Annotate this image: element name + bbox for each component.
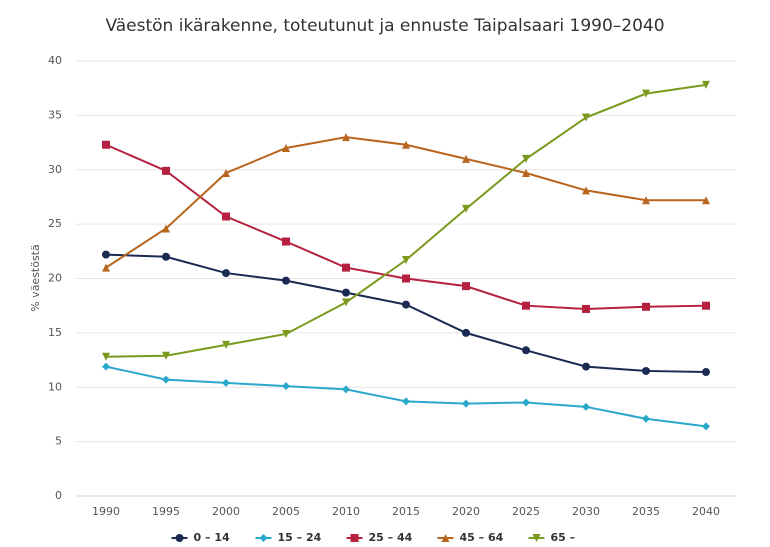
- marker: [282, 329, 290, 338]
- marker: [162, 224, 170, 233]
- marker: [342, 298, 350, 307]
- marker: [402, 256, 410, 265]
- marker: [702, 80, 710, 89]
- x-tick-label: 1995: [152, 505, 180, 518]
- marker: [702, 196, 710, 205]
- x-tick-label: 2010: [332, 505, 360, 518]
- legend-marker: [350, 534, 359, 542]
- marker: [402, 274, 410, 283]
- series-line: [105, 136, 706, 269]
- y-tick-label: 30: [48, 163, 62, 176]
- marker: [102, 352, 110, 361]
- marker: [462, 282, 470, 291]
- x-tick-label: 2000: [212, 505, 240, 518]
- y-tick-label: 10: [48, 380, 62, 393]
- marker: [462, 328, 470, 337]
- y-tick-label: 15: [48, 326, 62, 339]
- marker: [222, 378, 230, 387]
- x-tick-label: 2035: [632, 505, 660, 518]
- marker: [582, 402, 590, 411]
- legend-label: 65 –: [551, 531, 576, 544]
- y-axis-label: % väestöstä: [29, 244, 42, 312]
- marker: [642, 302, 650, 311]
- marker: [162, 252, 170, 261]
- marker: [342, 133, 350, 142]
- x-tick-label: 1990: [92, 505, 120, 518]
- marker: [402, 140, 410, 149]
- marker: [582, 304, 590, 313]
- marker: [162, 351, 170, 360]
- x-tick-label: 2030: [572, 505, 600, 518]
- x-tick-label: 2040: [692, 505, 720, 518]
- marker: [522, 346, 530, 355]
- marker: [162, 375, 170, 384]
- marker: [402, 397, 410, 406]
- marker: [462, 399, 470, 408]
- series-line: [105, 83, 707, 358]
- marker: [522, 398, 530, 407]
- marker: [462, 154, 470, 163]
- marker: [522, 154, 530, 163]
- legend-item: 15 – 24: [255, 531, 322, 544]
- y-tick-label: 20: [48, 272, 62, 285]
- marker: [222, 169, 230, 178]
- x-tick-label: 2005: [272, 505, 300, 518]
- marker: [642, 89, 650, 98]
- marker: [102, 140, 110, 149]
- legend-label: 25 – 44: [369, 531, 413, 544]
- marker: [102, 250, 110, 259]
- legend-item: 45 – 64: [437, 531, 504, 544]
- marker: [102, 362, 110, 371]
- marker: [282, 382, 290, 391]
- legend-label: 15 – 24: [278, 531, 322, 544]
- marker: [462, 204, 470, 213]
- legend-item: 0 – 14: [171, 531, 230, 544]
- legend-marker: [259, 534, 268, 542]
- marker: [282, 237, 290, 246]
- legend-marker: [175, 534, 184, 542]
- y-tick-label: 40: [48, 54, 62, 67]
- marker: [222, 340, 230, 349]
- marker: [582, 113, 590, 122]
- y-tick-label: 35: [48, 108, 62, 121]
- marker: [582, 186, 590, 195]
- legend-label: 45 – 64: [460, 531, 504, 544]
- marker: [642, 196, 650, 205]
- marker: [282, 144, 290, 152]
- y-tick-label: 25: [48, 217, 62, 230]
- marker: [522, 169, 530, 178]
- marker: [222, 212, 230, 221]
- legend-item: 25 – 44: [346, 531, 413, 544]
- marker: [642, 414, 650, 423]
- marker: [282, 276, 290, 285]
- legend-marker: [441, 534, 450, 542]
- x-tick-label: 2020: [452, 505, 480, 518]
- marker: [702, 422, 710, 431]
- marker: [342, 263, 350, 272]
- x-tick-label: 2015: [392, 505, 420, 518]
- marker: [342, 385, 350, 394]
- y-tick-label: 5: [55, 435, 62, 448]
- marker: [522, 301, 530, 310]
- marker: [162, 166, 170, 175]
- series-line: [105, 253, 707, 374]
- y-tick-label: 0: [55, 489, 62, 502]
- series-line: [105, 365, 707, 428]
- legend-marker: [532, 534, 541, 542]
- chart-title: Väestön ikärakenne, toteutunut ja ennust…: [105, 16, 664, 36]
- legend-label: 0 – 14: [194, 531, 230, 544]
- marker: [222, 269, 230, 278]
- marker: [642, 366, 650, 375]
- x-tick-label: 2025: [512, 505, 540, 518]
- marker: [342, 288, 350, 297]
- marker: [702, 368, 710, 377]
- marker: [102, 263, 110, 272]
- legend-item: 65 –: [528, 531, 576, 544]
- marker: [702, 301, 710, 310]
- marker: [402, 300, 410, 309]
- marker: [582, 362, 590, 371]
